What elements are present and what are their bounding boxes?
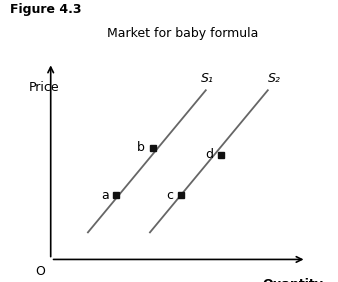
Text: a: a — [101, 189, 109, 202]
Text: Quantity: Quantity — [263, 278, 324, 282]
Text: b: b — [137, 141, 145, 154]
Text: c: c — [167, 189, 174, 202]
Text: Figure 4.3: Figure 4.3 — [10, 3, 82, 16]
Text: S₂: S₂ — [268, 72, 281, 85]
Text: O: O — [35, 265, 45, 278]
Text: d: d — [206, 148, 214, 161]
Text: Price: Price — [29, 81, 59, 94]
Text: S₁: S₁ — [201, 72, 214, 85]
Text: Market for baby formula: Market for baby formula — [107, 27, 258, 40]
